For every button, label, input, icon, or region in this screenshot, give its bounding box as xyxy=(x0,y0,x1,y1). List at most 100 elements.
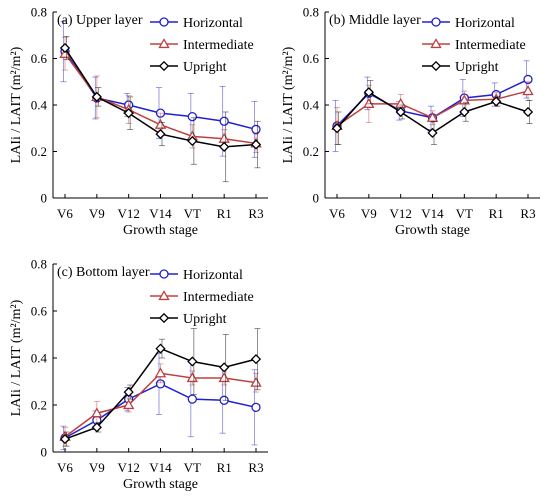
data-point xyxy=(491,96,502,107)
legend-item: Horizontal xyxy=(150,268,243,283)
panel-title: (c) Bottom layer xyxy=(57,265,150,280)
y-tick-label: 0.2 xyxy=(31,398,47,413)
x-tick-label: V12 xyxy=(117,460,139,475)
legend-label: Upright xyxy=(183,60,227,75)
y-tick-label: 0.6 xyxy=(303,51,320,66)
legend-label: Horizontal xyxy=(183,268,243,283)
y-tick-label: 0.2 xyxy=(303,144,319,159)
x-tick-label: V6 xyxy=(57,206,73,221)
y-axis-title: LAIi / LAIT (m²/m²) xyxy=(281,46,296,163)
panel-upper: 0 0.2 0.4 0.6 0.8 V6 V9 V12 V14 VT R1 R3 Growth stag… xyxy=(9,5,268,238)
legend-item: Horizontal xyxy=(422,16,515,31)
data-point xyxy=(250,376,262,387)
data-point xyxy=(395,106,406,118)
x-tick-label: V12 xyxy=(389,206,411,221)
data-point xyxy=(219,116,229,126)
data-point xyxy=(187,394,197,404)
legend: Horizontal Intermediate Upright xyxy=(150,16,254,75)
legend-label: Horizontal xyxy=(455,16,515,31)
data-point xyxy=(123,386,134,398)
legend-marker xyxy=(159,269,169,279)
x-tick-label: V9 xyxy=(89,460,105,475)
legend-marker xyxy=(158,60,170,72)
panel-middle: 0 0.2 0.4 0.6 0.8 V6 V9 V12 V14 VT R1 R3 Growth stag… xyxy=(281,5,540,238)
data-point xyxy=(219,362,230,373)
legend: Horizontal Intermediate Upright xyxy=(150,268,254,327)
x-tick-label: R3 xyxy=(248,460,263,475)
data-point xyxy=(459,106,470,118)
legend-marker xyxy=(158,312,170,324)
x-tick-label: VT xyxy=(184,206,201,221)
panel-bottom: 0 0.2 0.4 0.6 0.8 V6 V9 V12 V14 VT R1 R3 Growth stag… xyxy=(9,257,268,492)
y-tick-label: 0.4 xyxy=(31,98,48,113)
legend-label: Intermediate xyxy=(183,38,254,53)
legend-label: Intermediate xyxy=(455,38,526,53)
data-point xyxy=(218,372,230,383)
legend-label: Upright xyxy=(455,60,499,75)
x-axis-title: Growth stage xyxy=(123,223,198,238)
data-point xyxy=(59,47,71,58)
data-point xyxy=(187,111,197,122)
legend-label: Upright xyxy=(183,312,227,327)
data-point xyxy=(251,124,261,135)
legend-label: Horizontal xyxy=(183,16,243,31)
data-point xyxy=(59,42,71,54)
x-tick-label: R1 xyxy=(217,460,232,475)
data-point xyxy=(331,123,343,134)
x-tick-label: VT xyxy=(456,206,473,221)
y-tick-label: 0 xyxy=(41,445,48,460)
y-tick-label: 0.8 xyxy=(303,5,319,20)
data-point xyxy=(363,87,374,98)
panel-title: (a) Upper layer xyxy=(57,13,143,28)
y-tick-label: 0.8 xyxy=(31,5,47,20)
y-tick-label: 0.2 xyxy=(31,144,47,159)
y-axis-title: LAIi / LAIT (m²/m²) xyxy=(9,46,24,163)
data-point xyxy=(91,91,102,102)
y-tick-label: 0.4 xyxy=(31,351,48,366)
legend-marker xyxy=(159,17,169,27)
x-tick-label: R1 xyxy=(217,206,232,221)
x-tick-label: V14 xyxy=(421,206,444,221)
legend-marker xyxy=(158,38,170,49)
data-point xyxy=(522,106,534,118)
x-tick-label: V6 xyxy=(329,206,345,221)
legend-marker xyxy=(430,60,442,72)
x-axis-title: Growth stage xyxy=(395,223,470,238)
data-point xyxy=(122,399,135,410)
x-tick-label: V14 xyxy=(149,460,172,475)
data-point xyxy=(187,356,198,367)
x-tick-label: V14 xyxy=(149,206,172,221)
x-tick-label: V6 xyxy=(57,460,73,475)
series-horizontal xyxy=(332,60,533,152)
data-point xyxy=(186,372,199,383)
x-tick-label: R3 xyxy=(520,206,535,221)
data-point xyxy=(458,94,471,105)
y-tick-label: 0.4 xyxy=(303,98,320,113)
legend-item: Upright xyxy=(150,60,227,75)
data-point xyxy=(250,139,262,150)
data-point xyxy=(155,343,166,354)
x-tick-label: VT xyxy=(184,460,201,475)
data-point xyxy=(123,108,134,119)
panel-title: (b) Middle layer xyxy=(329,13,421,28)
data-point xyxy=(187,135,198,147)
y-tick-label: 0 xyxy=(313,191,320,206)
legend-item: Intermediate xyxy=(150,290,254,305)
legend-item: Upright xyxy=(422,60,499,75)
series-upright xyxy=(59,328,262,447)
legend-label: Intermediate xyxy=(183,290,254,305)
data-point xyxy=(250,354,262,365)
y-tick-label: 0 xyxy=(41,191,48,206)
legend: Horizontal Intermediate Upright xyxy=(422,16,526,75)
x-tick-label: V9 xyxy=(361,206,377,221)
data-point xyxy=(155,128,166,140)
legend-marker xyxy=(158,290,170,301)
y-tick-label: 0.8 xyxy=(31,257,47,272)
data-point xyxy=(91,407,103,418)
data-point xyxy=(251,402,261,413)
data-point xyxy=(154,118,167,129)
x-axis-title: Growth stage xyxy=(123,477,198,492)
series-upright xyxy=(59,36,262,183)
y-axis-title: LAIi / LAIT (m²/m²) xyxy=(9,299,24,416)
